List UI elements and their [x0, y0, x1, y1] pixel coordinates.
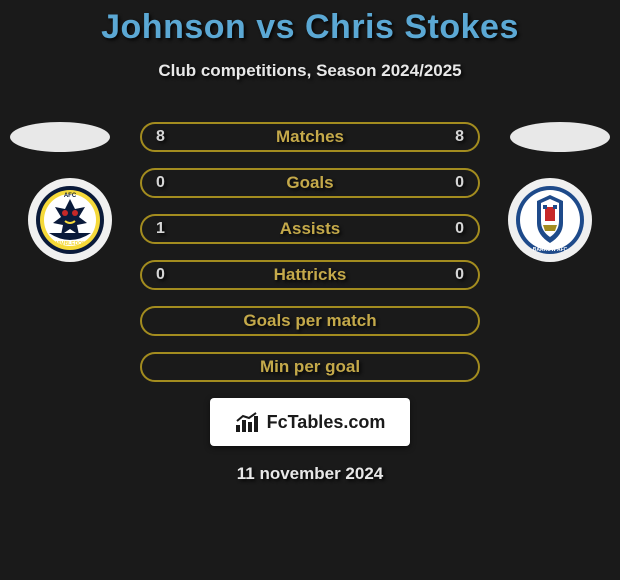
- svg-text:WIMBLEDON: WIMBLEDON: [54, 241, 86, 247]
- subtitle: Club competitions, Season 2024/2025: [0, 61, 620, 81]
- player-right-oval: [510, 122, 610, 152]
- stat-row-matches: 8 Matches 8: [140, 122, 480, 152]
- stat-row-assists: 1 Assists 0: [140, 214, 480, 244]
- club-crest-right: BARROW AFC: [508, 178, 592, 262]
- stat-right-value: 0: [455, 174, 464, 192]
- stat-label: Goals: [142, 173, 478, 193]
- stats-panel: 8 Matches 8 0 Goals 0 1 Assists 0 0 Hatt…: [140, 122, 480, 484]
- club-crest-left: AFC WIMBLEDON: [28, 178, 112, 262]
- stat-right-value: 0: [455, 266, 464, 284]
- stat-right-value: 8: [455, 128, 464, 146]
- player-left-oval: [10, 122, 110, 152]
- brand-text: FcTables.com: [267, 412, 386, 433]
- svg-text:AFC: AFC: [64, 193, 77, 199]
- stat-row-goals-per-match: Goals per match: [140, 306, 480, 336]
- date-line: 11 november 2024: [140, 464, 480, 484]
- afc-wimbledon-icon: AFC WIMBLEDON: [35, 185, 105, 255]
- stat-left-value: 1: [156, 220, 165, 238]
- stat-label: Matches: [142, 127, 478, 147]
- stat-row-min-per-goal: Min per goal: [140, 352, 480, 382]
- svg-text:BARROW AFC: BARROW AFC: [533, 247, 568, 253]
- stat-left-value: 0: [156, 174, 165, 192]
- stat-label: Hattricks: [142, 265, 478, 285]
- stat-right-value: 0: [455, 220, 464, 238]
- page-title: Johnson vs Chris Stokes: [0, 0, 620, 47]
- stat-left-value: 8: [156, 128, 165, 146]
- fctables-logo-icon: [235, 411, 261, 433]
- stat-left-value: 0: [156, 266, 165, 284]
- comparison-card: Johnson vs Chris Stokes Club competition…: [0, 0, 620, 81]
- stat-label: Min per goal: [142, 357, 478, 377]
- brand-box[interactable]: FcTables.com: [210, 398, 410, 446]
- stat-label: Assists: [142, 219, 478, 239]
- stat-row-goals: 0 Goals 0: [140, 168, 480, 198]
- stat-row-hattricks: 0 Hattricks 0: [140, 260, 480, 290]
- stat-label: Goals per match: [142, 311, 478, 331]
- barrow-afc-icon: BARROW AFC: [515, 185, 585, 255]
